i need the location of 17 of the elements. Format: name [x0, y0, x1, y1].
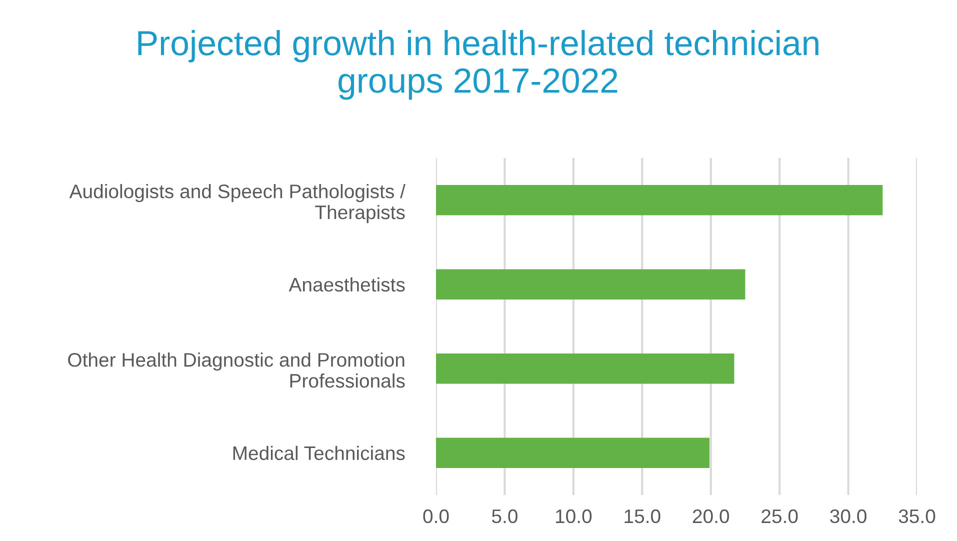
x-tick-label: 25.0	[762, 509, 798, 524]
y-tick-label: Anaesthetists	[288, 277, 405, 292]
bar	[436, 438, 710, 468]
x-tick-label: 20.0	[692, 509, 730, 524]
bar	[436, 184, 883, 216]
bar	[436, 269, 746, 300]
chart-title: Projected growth in health-related technician groups 2017-2022	[138, 30, 818, 100]
bar	[436, 353, 734, 384]
x-tick-label: 15.0	[624, 509, 660, 524]
y-tick-label: Other Health Diagnostic and Promotion Professionals	[68, 352, 405, 388]
y-tick-label: Medical Technicians	[233, 446, 405, 460]
x-tick-label: 10.0	[556, 509, 592, 524]
x-tick-label: 35.0	[898, 509, 936, 524]
x-tick-label: 30.0	[830, 509, 866, 524]
x-tick-label: 0.0	[423, 509, 449, 524]
x-tick-label: 5.0	[492, 509, 518, 524]
y-tick-label: Audiologists and Speech Pathologists / Therapists	[69, 184, 406, 224]
